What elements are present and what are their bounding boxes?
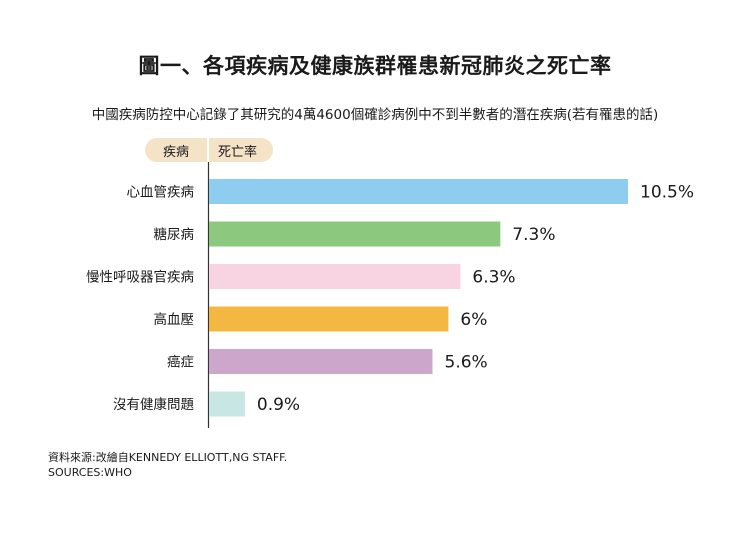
value-column-header: 死亡率 xyxy=(218,144,258,160)
bar-5 xyxy=(209,391,245,417)
category-label-5: 沒有健康問題 xyxy=(113,396,194,413)
category-column-header: 疾病 xyxy=(162,144,189,160)
column-header: 疾病 死亡率 xyxy=(145,138,273,162)
chart-subtitle: 中國疾病防控中心記錄了其研究的4萬4600個確診病例中不到半數者的潛在疾病(若有… xyxy=(91,107,659,123)
value-label-2: 6.3% xyxy=(472,268,515,288)
source-line-2: SOURCES:WHO xyxy=(48,466,132,479)
source-line-1: 資料來源:改繪自KENNEDY ELLIOTT,NG STAFF. xyxy=(48,451,288,464)
value-label-1: 7.3% xyxy=(512,225,555,245)
bar-3 xyxy=(209,306,449,332)
value-label-5: 0.9% xyxy=(257,395,300,415)
value-label-0: 10.5% xyxy=(640,183,694,203)
bar-group: 心血管疾病 10.5% 糖尿病 7.3% 慢性呼吸器官疾病 6.3% 高血壓 6% 癌症 5.6%… xyxy=(86,179,694,417)
bar-2 xyxy=(209,264,461,289)
bar-0 xyxy=(209,179,628,204)
category-label-0: 心血管疾病 xyxy=(127,185,195,201)
value-label-3: 6% xyxy=(460,310,487,330)
value-label-4: 5.6% xyxy=(445,353,488,373)
source-note: 資料來源:改繪自KENNEDY ELLIOTT,NG STAFF. SOURCE… xyxy=(48,450,287,480)
category-label-1: 糖尿病 xyxy=(154,227,195,243)
category-label-3: 高血壓 xyxy=(154,311,195,328)
category-label-2: 慢性呼吸器官疾病 xyxy=(86,269,194,286)
header-divider xyxy=(207,138,209,162)
bar-1 xyxy=(209,221,501,247)
bar-4 xyxy=(209,349,433,374)
category-label-4: 癌症 xyxy=(167,355,194,371)
chart-title: 圖一、各項疾病及健康族群罹患新冠肺炎之死亡率 xyxy=(138,54,612,78)
